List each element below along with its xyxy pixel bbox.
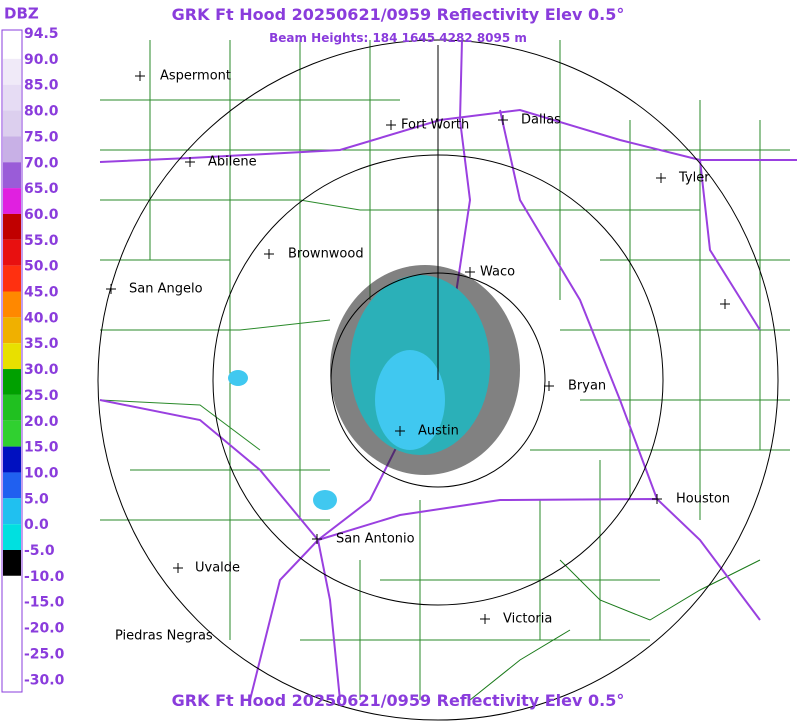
city-label: Abilene [208, 155, 257, 170]
scale-swatch [3, 265, 21, 292]
scale-label: 35.0 [24, 336, 59, 352]
scale-swatch [3, 420, 21, 447]
scale-swatch [3, 291, 21, 318]
scale-swatch [3, 653, 21, 680]
county-lines [99, 40, 790, 701]
scale-label: -20.0 [24, 621, 65, 637]
scale-swatch [3, 213, 21, 240]
city-label: Houston [676, 492, 730, 507]
scale-label: 70.0 [24, 155, 59, 171]
scale-label: 5.0 [24, 491, 49, 507]
scale-label: 30.0 [24, 362, 59, 378]
scale-swatch [3, 575, 21, 602]
scale-label: 65.0 [24, 181, 59, 197]
scale-swatch [3, 188, 21, 214]
scale-swatch [3, 627, 21, 654]
scale-label: 90.0 [24, 52, 59, 68]
scale-swatch [3, 239, 21, 266]
scale-swatch [3, 498, 21, 525]
city-label: Aspermont [160, 69, 231, 84]
city-markers [106, 71, 730, 624]
scale-swatch [3, 679, 21, 691]
scale-label: 40.0 [24, 310, 59, 326]
scale-label: 94.5 [24, 26, 59, 42]
city-label: San Antonio [336, 532, 415, 547]
city-label: Austin [418, 424, 459, 439]
city-label: Uvalde [195, 561, 240, 576]
scale-swatch [3, 58, 21, 85]
footer-title: GRK Ft Hood 20250621/0959 Reflectivity E… [172, 691, 625, 710]
city-label: Dallas [521, 113, 561, 128]
scale-label: 55.0 [24, 233, 59, 249]
city-label: Waco [480, 265, 515, 280]
scale-label: 85.0 [24, 78, 59, 94]
scale-label: 15.0 [24, 440, 59, 456]
city-label: Brownwood [288, 247, 364, 262]
scale-swatch [3, 84, 21, 111]
city-label: Victoria [503, 612, 552, 627]
scale-label: -30.0 [24, 672, 65, 688]
city-labels: Aspermont Fort Worth Dallas Abilene Tyler Bro… [115, 69, 730, 644]
scale-label: 45.0 [24, 285, 59, 301]
scale-swatch [3, 394, 21, 421]
scale-label: -5.0 [24, 543, 55, 559]
range-rings [97, 39, 779, 721]
title: GRK Ft Hood 20250621/0959 Reflectivity E… [172, 5, 625, 24]
radar-echo [228, 265, 520, 510]
scale-label: -10.0 [24, 569, 65, 585]
scale-swatch [3, 136, 21, 163]
scale-swatch [3, 110, 21, 137]
scale-label: 50.0 [24, 259, 59, 275]
scale-frame [1, 29, 23, 693]
scale-label: 0.0 [24, 517, 49, 533]
city-label: Piedras Negras [115, 629, 213, 644]
scale-label: 60.0 [24, 207, 59, 223]
scale-label: 20.0 [24, 414, 59, 430]
scale-swatch [3, 446, 21, 473]
scale-swatch [3, 472, 21, 499]
scale-label: -15.0 [24, 595, 65, 611]
scale-swatch [3, 317, 21, 344]
subtitle: Beam Heights: 184 1645 4282 8095 m [269, 31, 527, 45]
scale-label: 10.0 [24, 465, 59, 481]
scale-label: 25.0 [24, 388, 59, 404]
scale-swatch [3, 33, 21, 59]
scale-swatch [3, 369, 21, 395]
scale-swatch [3, 550, 21, 576]
scale-swatch [3, 601, 21, 628]
scale-unit: DBZ [4, 5, 39, 23]
scale-swatch [3, 162, 21, 189]
scale-swatch [3, 343, 21, 370]
city-label: Bryan [568, 379, 606, 394]
city-label: Tyler [678, 171, 710, 186]
scale-label: 80.0 [24, 104, 59, 120]
color-scale: 94.5 90.0 85.0 80.0 75.0 70.0 65.0 60.0 55.0 50.0… [3, 26, 65, 691]
scale-swatch [3, 524, 21, 550]
scale-label: -25.0 [24, 646, 65, 662]
scale-label: 75.0 [24, 129, 59, 145]
city-label: San Angelo [129, 282, 203, 297]
city-label: Fort Worth [401, 118, 469, 133]
